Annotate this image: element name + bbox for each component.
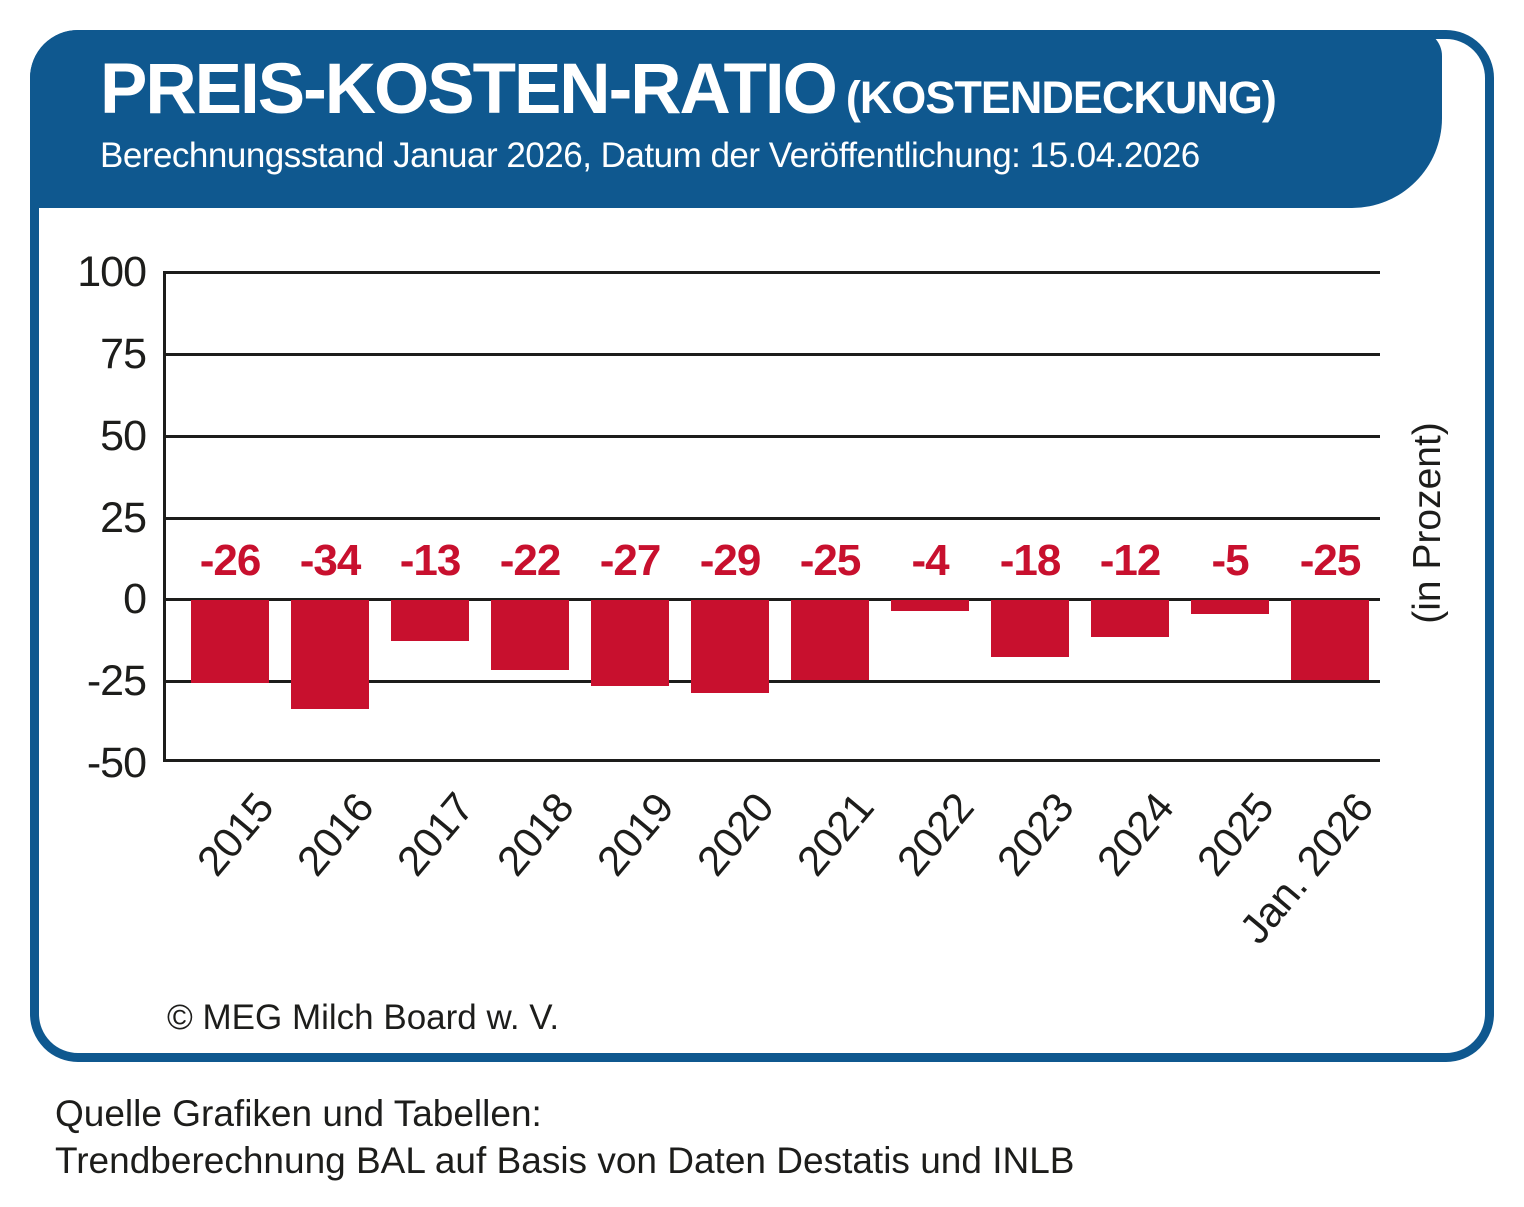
bar [591,600,669,686]
gridline [166,759,1380,762]
bar [391,600,469,641]
page-title-suffix: (KOSTENDECKUNG) [845,72,1277,123]
source-note-line-1: Quelle Grafiken und Tabellen: [55,1093,542,1134]
bar-value-label: -27 [599,536,662,586]
bar [1091,600,1169,637]
bar-value-label: -29 [699,536,762,586]
source-note-line-2: Trendberechnung BAL auf Basis von Daten … [55,1140,1075,1181]
bar-value-label: -18 [999,536,1062,586]
bar [691,600,769,693]
bar-value-label: -5 [1211,536,1249,586]
y-tick-label: -50 [86,739,147,787]
header-banner: PREIS-KOSTEN-RATIO (KOSTENDECKUNG) Berech… [30,30,1442,208]
page-title: PREIS-KOSTEN-RATIO [100,50,838,129]
bar-value-label: -25 [799,536,862,586]
bar-value-label: -34 [299,536,362,586]
gridline [166,271,1380,274]
y-tick-label: 75 [100,329,147,378]
gridline [166,598,1380,602]
bar [1191,600,1269,614]
bar [791,600,869,680]
header-title-row: PREIS-KOSTEN-RATIO (KOSTENDECKUNG) [100,54,1442,125]
bar-value-label: -13 [399,536,462,586]
header-subtitle: Berechnungsstand Januar 2026, Datum der … [100,136,1200,175]
gridline [166,680,1380,684]
y-tick-label: 25 [100,493,147,542]
bar [891,600,969,611]
gridline [166,352,1380,356]
y-tick-label: 100 [77,248,147,296]
y-axis: 100 75 50 25 0 -25 -50 [28,248,147,787]
bar [491,600,569,670]
bar-value-label: -26 [199,536,262,586]
y-tick-label: 0 [123,575,147,624]
bar [1291,600,1369,680]
bar-value-label: -25 [1299,536,1362,586]
plot-area: -26 2015 -34 2016 -13 2017 -22 2018 -27 2019 -29 20… [163,271,1382,952]
copyright-note: © MEG Milch Board w. V. [167,998,560,1037]
y-axis-title: (in Prozent) [1406,422,1449,624]
bar-value-label: -22 [499,536,562,586]
y-tick-label: -25 [86,657,147,706]
bar-value-label: -12 [1099,536,1162,586]
y-tick-label: 50 [100,411,147,460]
gridline [166,516,1380,520]
source-note: Quelle Grafiken und Tabellen: Trendberec… [55,1090,1074,1184]
bar [291,600,369,709]
bar-value-label: -4 [911,536,949,586]
bar [991,600,1069,657]
bar [191,600,269,683]
gridline [166,434,1380,438]
